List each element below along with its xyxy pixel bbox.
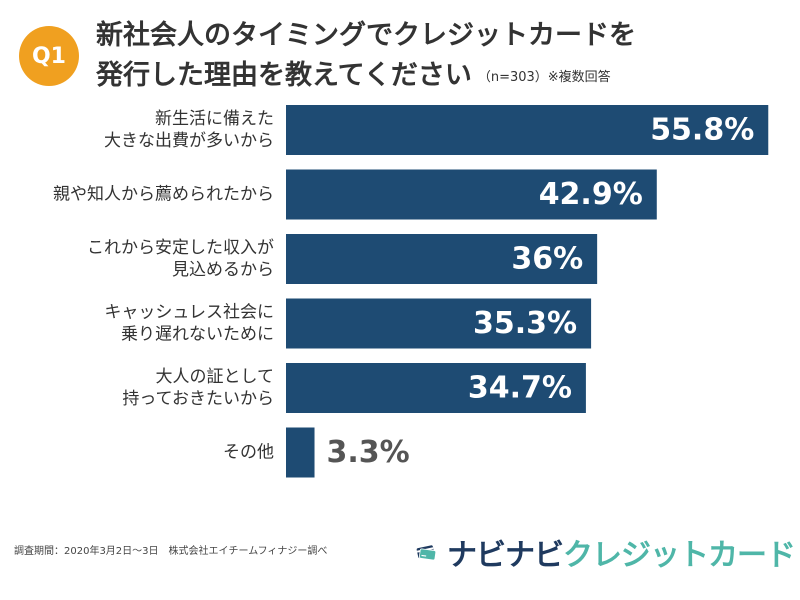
brand-name: ナビナビクレジットカード — [447, 530, 796, 574]
title-note: （n=303）※複数回答 — [477, 70, 611, 85]
bar-2 — [286, 234, 598, 284]
value-label-1: 42.9% — [539, 177, 643, 212]
bar-1 — [286, 169, 657, 220]
brand-name-part-2: クレジットカード — [563, 538, 796, 573]
question-badge: Q1 — [19, 26, 79, 86]
category-label-1: 親や知人から薦められたから — [53, 185, 274, 205]
brand-name-part-1: ナビナビ — [447, 538, 564, 573]
bar-0 — [286, 105, 769, 155]
brand-logo: ナビナビクレジットカード — [415, 526, 796, 578]
bar-3 — [286, 298, 592, 349]
title-line-1: 新社会人のタイミングでクレジットカードを — [96, 20, 636, 51]
value-label-2: 36% — [511, 242, 583, 277]
value-label-4: 34.7% — [468, 371, 572, 406]
value-label-0: 55.8% — [650, 113, 754, 148]
value-label-5: 3.3% — [327, 435, 410, 470]
category-label-5: その他 — [223, 443, 274, 463]
value-label-3: 35.3% — [473, 306, 577, 341]
category-label-3: キャッシュレス社会に乗り遅れないために — [104, 303, 274, 345]
category-label-0: 新生活に備えた大きな出費が多いから — [104, 109, 274, 151]
survey-footnote: 調査期間：2020年3月2日〜3日 株式会社エイチームフィナジー調べ — [14, 546, 328, 557]
bar-4 — [286, 363, 586, 413]
category-label-4: 大人の証として持っておきたいから — [122, 367, 274, 409]
bar-5 — [286, 427, 315, 478]
title-line-2-text: 発行した理由を教えてください — [96, 60, 472, 91]
credit-card-icon — [416, 545, 437, 561]
category-label-2: これから安定した収入が見込めるから — [87, 238, 274, 280]
title-line-2: 発行した理由を教えてください （n=303）※複数回答 — [96, 56, 786, 98]
chart-title: 新社会人のタイミングでクレジットカードを 発行した理由を教えてください （n=30… — [96, 16, 786, 98]
